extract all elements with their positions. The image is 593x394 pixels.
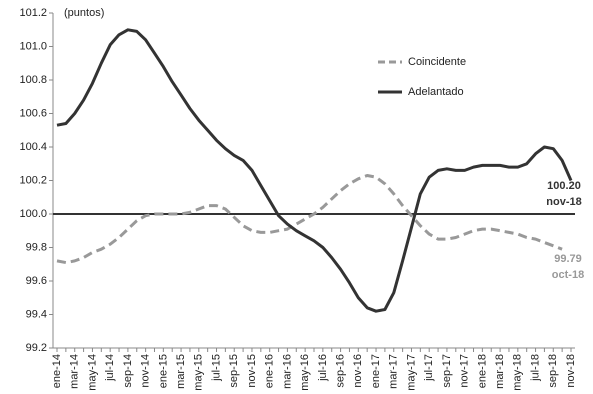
x-tick-label: may-15: [193, 354, 205, 391]
y-tick-label: 100.2: [19, 174, 47, 186]
x-tick-label: may-16: [299, 354, 311, 391]
x-tick-label: mar-17: [388, 354, 400, 389]
x-tick-label: mar-16: [281, 354, 293, 389]
x-tick-label: jul-17: [423, 354, 435, 382]
x-tick-label: ene-18: [476, 354, 488, 388]
annotation: 99.79: [554, 253, 582, 265]
series-line: [56, 174, 563, 265]
x-tick-label: sep-14: [122, 354, 134, 388]
legend-label: Coincidente: [408, 56, 466, 68]
x-tick-label: sep-16: [334, 354, 346, 388]
y-tick-label: 101.2: [19, 7, 47, 19]
series-line: [56, 28, 573, 313]
x-tick-label: nov-14: [140, 354, 152, 388]
x-tick-label: mar-14: [69, 354, 81, 389]
y-tick-label: 100.6: [19, 107, 47, 119]
x-tick-label: nov-18: [565, 354, 577, 388]
y-tick-label: 99.2: [26, 342, 47, 354]
y-tick-label: 99.4: [26, 308, 47, 320]
x-tick-label: nov-17: [459, 354, 471, 388]
y-axis-label: (puntos): [64, 7, 104, 19]
x-tick-label: may-17: [405, 354, 417, 391]
x-tick-label: jul-18: [529, 354, 541, 382]
x-tick-label: jul-14: [104, 354, 116, 382]
legend-label: Adelantado: [408, 86, 464, 98]
y-tick-label: 101.0: [19, 40, 47, 52]
x-tick-label: sep-15: [228, 354, 240, 388]
y-tick-label: 99.8: [26, 241, 47, 253]
x-tick-label: jul-16: [317, 354, 329, 382]
x-tick-label: ene-14: [51, 354, 63, 388]
annotation: nov-18: [546, 196, 581, 208]
y-tick-label: 100.0: [19, 208, 47, 220]
y-tick-label: 100.4: [19, 141, 47, 153]
x-tick-label: mar-18: [494, 354, 506, 389]
x-tick-label: may-18: [512, 354, 524, 391]
x-tick-label: ene-17: [370, 354, 382, 388]
y-tick-label: 99.6: [26, 275, 47, 287]
x-tick-label: may-14: [86, 354, 98, 391]
annotation: oct-18: [552, 269, 584, 281]
x-tick-label: nov-16: [352, 354, 364, 388]
x-tick-label: mar-15: [175, 354, 187, 389]
x-tick-label: nov-15: [246, 354, 258, 388]
x-tick-label: sep-17: [441, 354, 453, 388]
x-tick-label: jul-15: [210, 354, 222, 382]
x-tick-label: ene-15: [157, 354, 169, 388]
x-tick-label: ene-16: [264, 354, 276, 388]
y-tick-label: 100.8: [19, 74, 47, 86]
x-tick-label: sep-18: [547, 354, 559, 388]
annotation: 100.20: [547, 180, 581, 192]
